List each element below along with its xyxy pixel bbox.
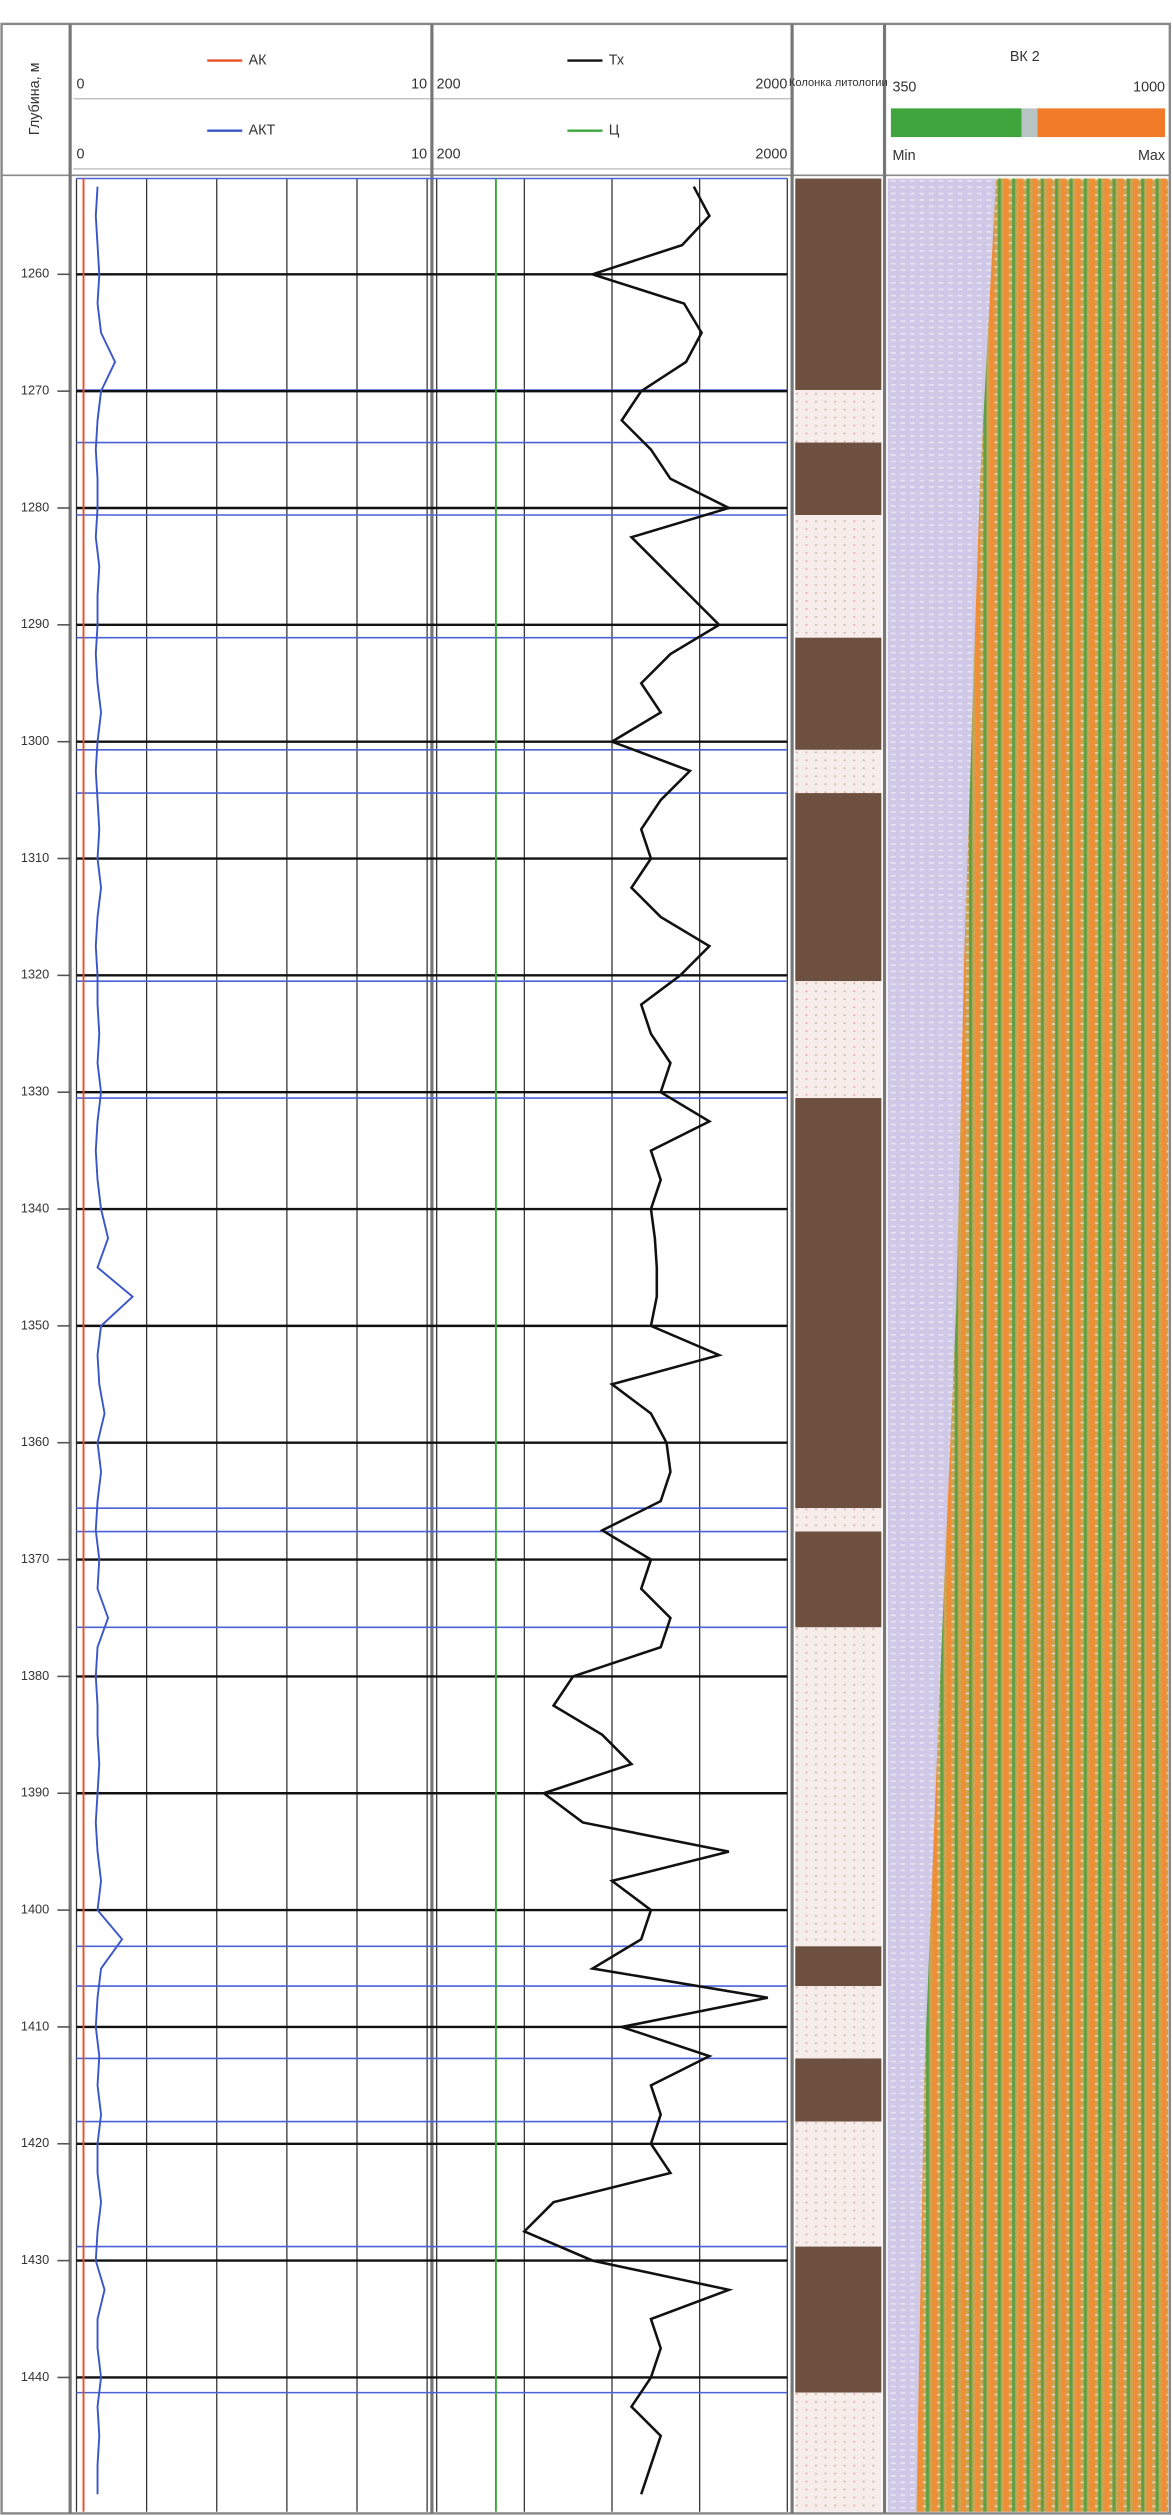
lithology-texture bbox=[795, 515, 882, 638]
scale-max: 10 bbox=[411, 146, 427, 162]
depth-label: 1290 bbox=[21, 616, 49, 631]
scale-min: 200 bbox=[437, 146, 461, 162]
image-title: ВК 2 bbox=[1010, 49, 1040, 65]
colorbar-min-label: Min bbox=[893, 148, 916, 164]
lithology-interval bbox=[795, 178, 882, 390]
track-separators bbox=[68, 23, 887, 2514]
scale-min: 0 bbox=[76, 76, 84, 92]
lithology-interval bbox=[795, 442, 882, 516]
image-scale-max: 1000 bbox=[1133, 79, 1165, 95]
depth-label: 1400 bbox=[21, 1901, 49, 1916]
scale-min: 0 bbox=[76, 146, 84, 162]
lithology-interval bbox=[795, 2246, 882, 2393]
lithology-texture bbox=[795, 2392, 882, 2512]
depth-label: 1340 bbox=[21, 1200, 49, 1215]
legend-label: АКТ bbox=[249, 122, 276, 138]
legend-label: Ц bbox=[609, 122, 620, 138]
depth-title: Глубина, м bbox=[27, 63, 43, 136]
lithology-texture bbox=[795, 1508, 882, 1532]
log-curve bbox=[522, 186, 769, 2495]
colorbar-mid bbox=[1021, 108, 1038, 138]
image-texture bbox=[916, 178, 1169, 2512]
scale-max: 10 bbox=[411, 76, 427, 92]
scale-max: 2000 bbox=[755, 146, 787, 162]
lithology-texture bbox=[795, 2121, 882, 2247]
lithology-interval bbox=[795, 1098, 882, 1509]
depth-label: 1360 bbox=[21, 1434, 49, 1449]
depth-label: 1410 bbox=[21, 2018, 49, 2033]
lithology-texture bbox=[795, 1986, 882, 2059]
lithology-interval bbox=[795, 1531, 882, 1628]
colorbar-max-label: Max bbox=[1138, 148, 1166, 164]
depth-label: 1330 bbox=[21, 1084, 49, 1099]
legend-label: Тх bbox=[609, 52, 625, 68]
depth-label: 1300 bbox=[21, 733, 49, 748]
depth-label: 1270 bbox=[21, 383, 49, 398]
depth-label: 1280 bbox=[21, 499, 49, 514]
log-curve bbox=[94, 186, 135, 2495]
lithology-interval bbox=[795, 637, 882, 750]
frame bbox=[0, 22, 1172, 2515]
lithology-interval bbox=[795, 1946, 882, 1987]
colorbar-low bbox=[890, 108, 1022, 138]
scale-min: 200 bbox=[437, 76, 461, 92]
depth-label: 1390 bbox=[21, 1785, 49, 1800]
lithology-interval bbox=[795, 2058, 882, 2122]
depth-label: 1430 bbox=[21, 2252, 49, 2267]
scale-max: 2000 bbox=[755, 76, 787, 92]
depth-label: 1260 bbox=[21, 266, 49, 281]
lithology-texture bbox=[795, 749, 882, 794]
depth-label: 1420 bbox=[21, 2135, 49, 2150]
lithology-texture bbox=[795, 981, 882, 1099]
image-scale-min: 350 bbox=[893, 79, 917, 95]
depth-label: 1370 bbox=[21, 1551, 49, 1566]
lithology-texture bbox=[795, 389, 882, 443]
depth-label: 1310 bbox=[21, 850, 49, 865]
depth-label: 1350 bbox=[21, 1317, 49, 1332]
lithology-interval bbox=[795, 793, 882, 982]
colorbar-high bbox=[1037, 108, 1166, 138]
depth-label: 1440 bbox=[21, 2369, 49, 2384]
depth-label: 1380 bbox=[21, 1668, 49, 1683]
lithology-texture bbox=[795, 1627, 882, 1947]
lithology-title: Колонка литологии bbox=[789, 77, 888, 89]
depth-label: 1320 bbox=[21, 967, 49, 982]
legend-label: АК bbox=[249, 52, 268, 68]
